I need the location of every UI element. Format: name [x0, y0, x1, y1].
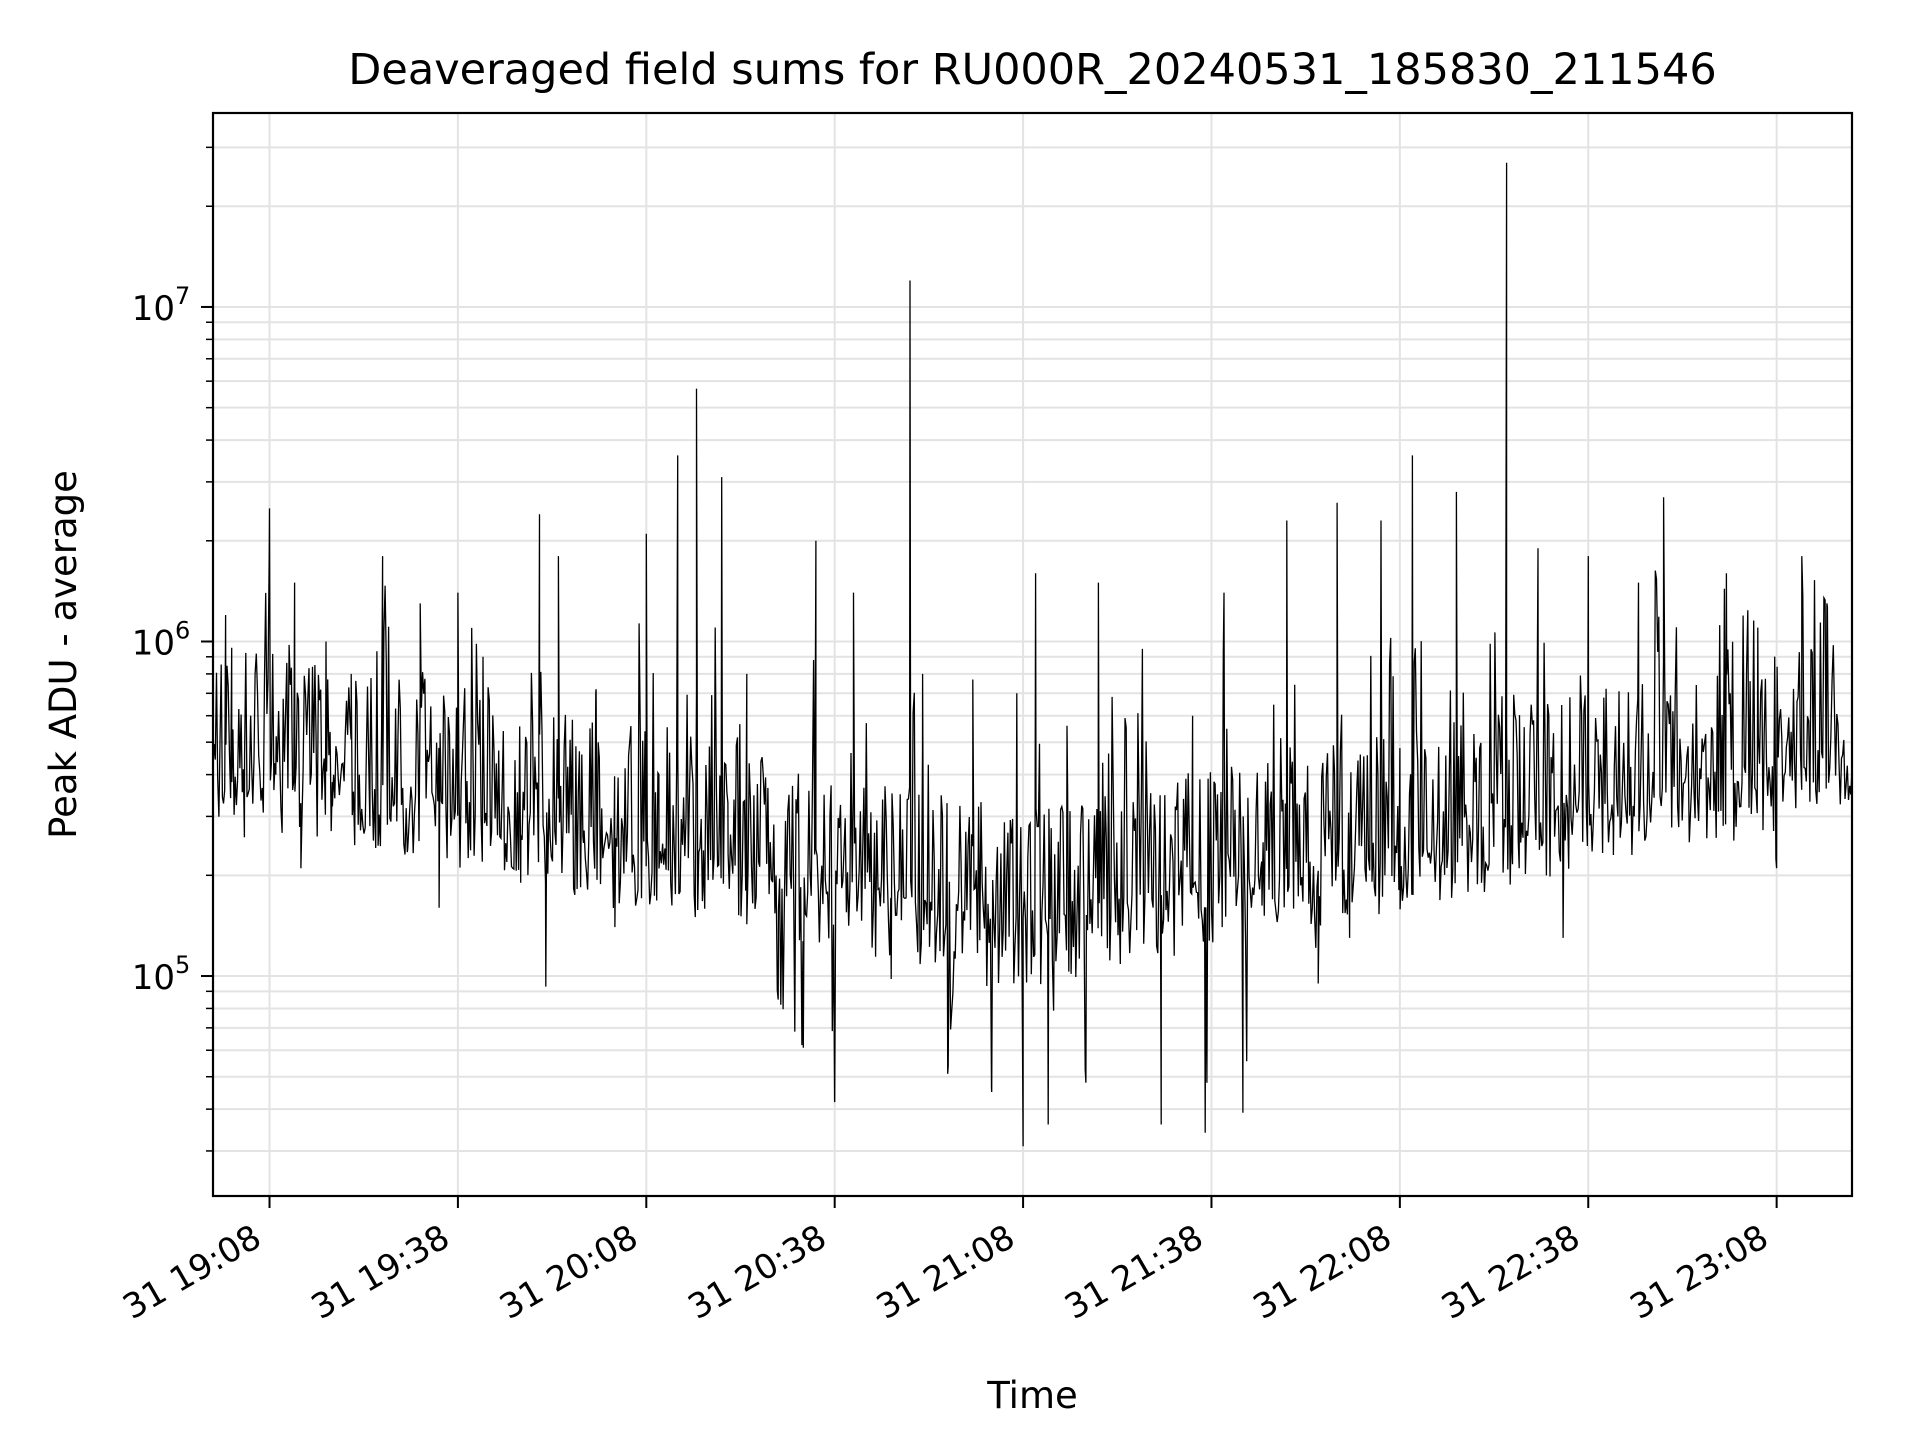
y-tick-label: 106: [132, 616, 191, 663]
series-line: [213, 162, 1852, 1147]
series-layer: [213, 162, 1852, 1147]
chart-title: Deaveraged field sums for RU000R_2024053…: [348, 45, 1716, 95]
y-tick-label: 105: [132, 951, 191, 998]
plot-frame: [211, 111, 1854, 1198]
y-tick-label: 107: [132, 282, 191, 329]
y-axis-label: Peak ADU - average: [42, 470, 85, 839]
x-axis-label: Time: [986, 1374, 1078, 1417]
